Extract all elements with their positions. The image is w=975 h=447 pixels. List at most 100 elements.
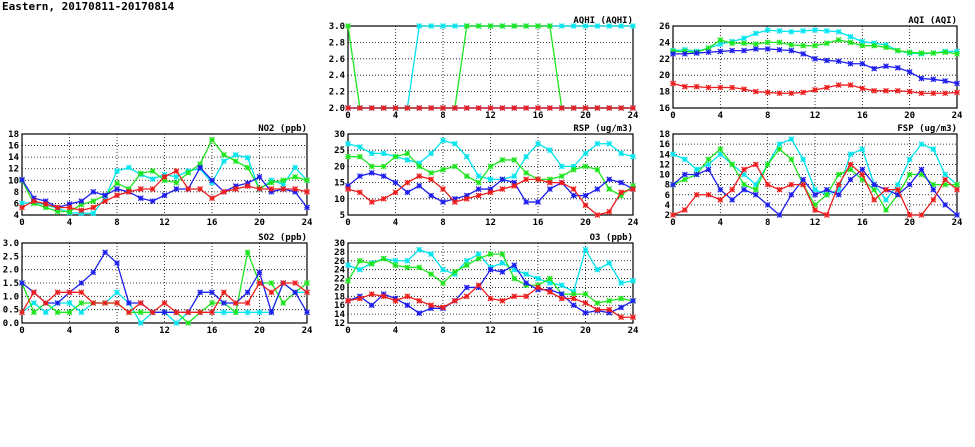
data-point-green — [752, 41, 759, 47]
data-point-red — [741, 86, 747, 93]
data-point-red — [618, 189, 625, 196]
data-point-red — [918, 212, 925, 218]
data-point-blue — [847, 60, 854, 67]
data-point-cyan — [558, 163, 565, 170]
data-point-blue — [149, 198, 156, 205]
data-point-cyan — [416, 160, 423, 167]
y-tick-label: 18 — [8, 130, 19, 140]
data-point-green — [594, 300, 601, 306]
data-point-red — [894, 186, 901, 193]
data-point-cyan — [220, 158, 227, 165]
data-point-green — [823, 191, 830, 198]
data-point-red — [209, 309, 215, 316]
data-point-blue — [847, 176, 854, 183]
data-point-cyan — [256, 309, 263, 316]
data-point-cyan — [511, 173, 518, 180]
data-point-cyan — [404, 156, 411, 163]
data-point-red — [19, 309, 25, 316]
data-point-blue — [729, 47, 736, 54]
y-tick-label: 2.6 — [329, 55, 345, 65]
data-point-cyan — [788, 136, 795, 142]
y-tick-label: 6 — [14, 199, 19, 209]
y-tick-label: 25 — [334, 146, 345, 156]
y-tick-label: 2.0 — [329, 104, 345, 114]
data-point-red — [729, 84, 736, 91]
panel-title: SO2 (ppb) — [258, 233, 307, 243]
y-tick-label: 16 — [8, 142, 19, 152]
data-point-red — [368, 199, 375, 205]
data-point-green — [380, 255, 387, 262]
data-point-blue — [78, 198, 85, 205]
data-point-green — [930, 50, 937, 56]
data-point-cyan — [570, 23, 577, 29]
data-point-red — [930, 196, 937, 203]
data-point-cyan — [535, 140, 541, 147]
data-point-red — [535, 105, 541, 111]
x-tick-label: 12 — [485, 111, 496, 121]
data-point-blue — [871, 181, 878, 188]
data-point-red — [30, 198, 37, 205]
data-point-cyan — [717, 41, 724, 47]
data-point-green — [268, 179, 275, 186]
data-point-green — [90, 198, 97, 205]
data-point-red — [835, 181, 842, 188]
y-tick-label: 5 — [340, 211, 345, 221]
data-point-cyan — [220, 309, 227, 316]
data-point-blue — [356, 173, 363, 180]
data-point-green — [788, 41, 795, 48]
data-point-red — [42, 201, 49, 207]
data-point-red — [440, 304, 446, 311]
data-point-red — [356, 105, 363, 111]
y-tick-label: 10 — [659, 171, 670, 181]
data-point-green — [883, 207, 889, 213]
x-tick-label: 4 — [393, 326, 399, 336]
data-point-blue — [268, 188, 275, 195]
data-point-blue — [511, 179, 518, 186]
data-point-blue — [42, 198, 49, 205]
y-tick-label: 24 — [334, 266, 345, 276]
panel-title: RSP (ug/m3) — [573, 124, 633, 134]
data-point-cyan — [487, 176, 494, 183]
data-point-red — [693, 83, 700, 90]
data-point-blue — [670, 181, 676, 188]
x-tick-label: 24 — [628, 111, 639, 121]
data-point-blue — [693, 171, 700, 178]
data-point-green — [546, 275, 553, 282]
data-point-blue — [463, 192, 470, 199]
data-point-green — [847, 166, 854, 173]
data-point-green — [487, 23, 494, 29]
data-point-cyan — [546, 280, 553, 286]
data-point-red — [125, 188, 132, 195]
data-point-green — [416, 163, 423, 170]
x-tick-label: 24 — [628, 326, 639, 336]
y-tick-label: 8 — [14, 188, 19, 198]
data-point-green — [741, 40, 747, 47]
data-point-red — [102, 198, 109, 205]
data-point-blue — [705, 49, 712, 56]
data-point-cyan — [835, 186, 842, 193]
data-point-red — [800, 89, 807, 96]
x-tick-label: 4 — [718, 111, 724, 121]
data-point-blue — [523, 280, 530, 286]
data-point-green — [304, 177, 310, 184]
x-tick-label: 8 — [114, 326, 119, 336]
y-tick-label: 2.8 — [329, 38, 345, 48]
x-tick-label: 20 — [254, 218, 265, 228]
data-point-red — [546, 105, 553, 111]
data-point-green — [705, 156, 712, 163]
data-point-cyan — [416, 246, 423, 253]
data-point-cyan — [345, 262, 351, 269]
data-point-green — [125, 186, 132, 192]
data-point-green — [570, 291, 577, 298]
data-point-cyan — [416, 23, 423, 29]
data-point-red — [499, 105, 506, 111]
data-point-red — [499, 297, 506, 304]
data-point-red — [705, 191, 712, 198]
data-point-blue — [776, 212, 783, 218]
data-point-red — [717, 84, 724, 91]
data-point-red — [54, 204, 61, 211]
data-point-green — [380, 163, 387, 170]
data-point-red — [812, 207, 818, 213]
data-point-red — [463, 195, 470, 202]
data-point-blue — [906, 68, 913, 75]
